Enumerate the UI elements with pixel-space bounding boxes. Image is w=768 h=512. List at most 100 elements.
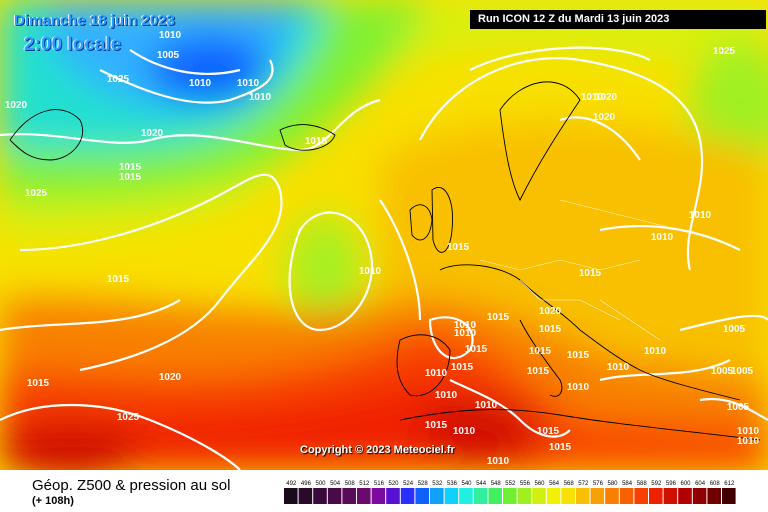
forecast-date: Dimanche 18 juin 2023 <box>14 12 175 29</box>
isobar-label: 1015 <box>579 268 602 279</box>
legend-swatch <box>488 488 502 504</box>
legend-tick-label: 500 <box>315 481 326 487</box>
coastline-greenland <box>9 109 84 161</box>
isobar-label: 1010 <box>567 382 590 393</box>
isobar-label: 1010 <box>237 78 260 89</box>
isobar-label: 1015 <box>567 350 590 361</box>
legend-swatch <box>561 488 575 504</box>
isobar-line <box>379 199 422 321</box>
legend-tick-label: 592 <box>651 481 662 487</box>
legend-tick-label: 596 <box>666 481 677 487</box>
isobar-label: 1020 <box>141 128 164 139</box>
legend-swatch <box>576 488 590 504</box>
legend-swatch <box>357 488 371 504</box>
legend-tick-label: 552 <box>505 481 516 487</box>
legend-tick-label: 532 <box>432 481 443 487</box>
legend-swatch <box>722 488 736 504</box>
legend-swatch <box>459 488 473 504</box>
forecast-time: 2:00 locale <box>24 34 122 55</box>
legend-swatch <box>284 488 298 504</box>
legend-swatch <box>605 488 619 504</box>
coastline-iceland <box>279 124 336 151</box>
isobar-label: 1005 <box>731 366 754 377</box>
isobar-label: 1005 <box>727 402 750 413</box>
isobar-line <box>419 57 704 271</box>
legend-swatch <box>327 488 342 504</box>
borders <box>479 199 681 341</box>
isobar-label: 1010 <box>607 362 630 373</box>
isobar-line <box>99 59 274 104</box>
legend-tick-label: 496 <box>301 481 312 487</box>
isobar-label: 1015 <box>447 242 470 253</box>
legend-tick-label: 560 <box>534 481 545 487</box>
isobar-label: 1025 <box>713 46 736 57</box>
isobar-label: 1015 <box>537 426 560 437</box>
map-title: Géop. Z500 & pression au sol <box>32 477 231 494</box>
isobar-line <box>699 397 768 421</box>
isobar-label: 1010 <box>454 328 477 339</box>
legend-tick-label: 556 <box>520 481 531 487</box>
legend-tick-label: 516 <box>374 481 385 487</box>
legend-swatch <box>444 488 459 504</box>
legend-tick-label: 572 <box>578 481 589 487</box>
isobar-label: 1020 <box>5 100 28 111</box>
isobar-label: 1005 <box>157 50 180 61</box>
isobar-line <box>599 225 741 251</box>
legend-tick-label: 544 <box>476 481 487 487</box>
isobar-line <box>0 299 181 332</box>
legend-swatch <box>663 488 678 504</box>
border-line <box>479 259 641 271</box>
isobar-label: 1010 <box>425 368 448 379</box>
isobar-label: 1015 <box>539 324 562 335</box>
isobar-label: 1010 <box>454 320 477 331</box>
run-banner: Run ICON 12 Z du Mardi 13 juin 2023 <box>470 10 766 29</box>
isobar-line <box>129 49 241 76</box>
legend-swatch <box>400 488 415 504</box>
isobar-label: 1015 <box>425 420 448 431</box>
border-line <box>599 299 661 341</box>
geopotential-field <box>0 0 768 470</box>
isobar-label: 1015 <box>107 274 130 285</box>
isobar-line <box>288 211 373 332</box>
legend-swatch <box>503 488 517 504</box>
legend-tick-label: 600 <box>680 481 691 487</box>
isobar-label: 1010 <box>737 436 760 447</box>
coastline-ireland <box>409 204 433 241</box>
isobar-label: 1020 <box>159 372 182 383</box>
legend-tick-label: 612 <box>724 481 735 487</box>
color-legend: 492 496 500 504 508 512 516 520 524 528 532 536 540 5… <box>284 481 736 504</box>
legend-swatch <box>415 488 429 504</box>
isobar-label: 1010 <box>249 92 272 103</box>
legend-tick-label: 604 <box>695 481 706 487</box>
isobar-label: 1010 <box>581 92 604 103</box>
coastline-europe <box>439 264 741 401</box>
isobar-label: 1010 <box>453 426 476 437</box>
legend-tick-label: 508 <box>345 481 356 487</box>
legend-swatch <box>473 488 488 504</box>
isobar-label: 1010 <box>644 346 667 357</box>
isobar-label: 1020 <box>595 92 618 103</box>
isobar-label: 1015 <box>465 344 488 355</box>
isobar-line <box>679 314 768 332</box>
isobar-label: 1020 <box>539 306 562 317</box>
isobar-label: 1010 <box>159 30 182 41</box>
legend-tick-label: 492 <box>286 481 297 487</box>
legend-tick-label: 512 <box>359 481 370 487</box>
isobar-line <box>0 403 241 470</box>
legend-tick-label: 524 <box>403 481 414 487</box>
legend-swatch <box>692 488 707 504</box>
legend-tick-label: 576 <box>593 481 604 487</box>
isobar-label: 1010 <box>487 456 510 467</box>
legend-tick-label: 584 <box>622 481 633 487</box>
isobar-label: 1015 <box>119 162 142 173</box>
isobar-label: 1010 <box>689 210 712 221</box>
border-line <box>559 199 681 231</box>
isobar-label: 1010 <box>737 426 760 437</box>
isobar-label: 1010 <box>189 78 212 89</box>
isobar-line <box>449 379 571 438</box>
coastline-north-africa <box>399 409 761 441</box>
legend-swatch <box>649 488 663 504</box>
